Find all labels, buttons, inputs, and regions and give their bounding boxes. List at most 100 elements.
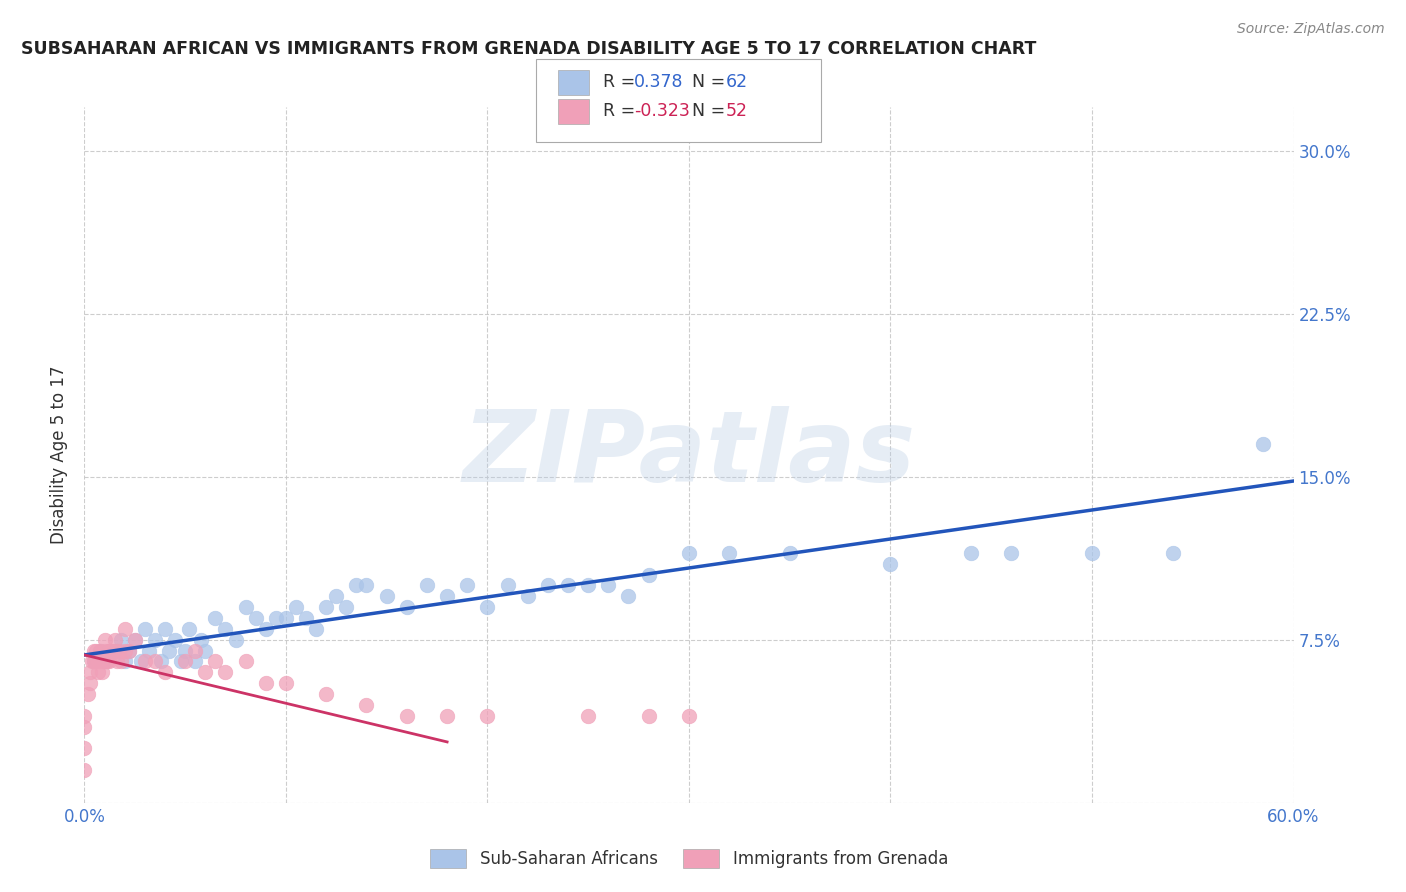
Text: SUBSAHARAN AFRICAN VS IMMIGRANTS FROM GRENADA DISABILITY AGE 5 TO 17 CORRELATION: SUBSAHARAN AFRICAN VS IMMIGRANTS FROM GR… (21, 40, 1036, 58)
Point (395, 708, 418, 723)
Point (637, 567, 659, 582)
Point (477, 708, 499, 723)
Point (456, 578, 478, 592)
Point (254, 676, 277, 690)
Text: 0.378: 0.378 (634, 73, 683, 91)
Text: -0.323: -0.323 (634, 103, 690, 120)
Point (204, 655, 226, 669)
Point (165, 632, 187, 647)
Point (285, 600, 308, 615)
Point (82, 655, 104, 669)
Point (134, 655, 156, 669)
Point (138, 643, 160, 657)
Point (87, 655, 110, 669)
Point (93, 632, 115, 647)
Point (356, 578, 378, 592)
Point (516, 589, 538, 603)
Point (93, 643, 115, 657)
Point (91, 665, 114, 680)
Point (107, 643, 129, 657)
Point (375, 589, 398, 603)
Point (235, 600, 257, 615)
Point (83, 655, 105, 669)
Point (325, 589, 347, 603)
Point (1161, 546, 1184, 560)
Point (356, 698, 378, 712)
Point (194, 665, 217, 680)
Point (96, 655, 118, 669)
Point (598, 578, 620, 592)
Point (87, 665, 110, 680)
Text: 52: 52 (725, 103, 748, 120)
Point (678, 546, 700, 560)
Point (264, 611, 287, 625)
Text: ZIPatlas: ZIPatlas (463, 407, 915, 503)
Point (89, 655, 111, 669)
Text: Source: ZipAtlas.com: Source: ZipAtlas.com (1237, 22, 1385, 37)
Point (79, 665, 101, 680)
Point (104, 643, 127, 657)
Point (114, 655, 136, 669)
Point (184, 643, 207, 657)
Point (436, 589, 458, 603)
Point (73, 708, 96, 723)
Point (97, 643, 120, 657)
Point (395, 600, 418, 615)
Text: N =: N = (692, 103, 731, 120)
Point (86, 643, 108, 657)
Point (537, 578, 560, 592)
Point (153, 665, 176, 680)
Text: R =: R = (603, 73, 641, 91)
Point (124, 632, 146, 647)
Point (157, 643, 180, 657)
Point (1081, 546, 1104, 560)
Point (190, 632, 212, 647)
Point (89, 643, 111, 657)
Point (105, 655, 128, 669)
Point (1000, 546, 1022, 560)
Point (718, 546, 741, 560)
Point (960, 546, 983, 560)
Point (104, 643, 127, 657)
Point (214, 665, 236, 680)
Point (214, 622, 236, 636)
Point (274, 611, 297, 625)
Point (204, 611, 226, 625)
Point (93, 655, 115, 669)
Point (245, 611, 267, 625)
Point (496, 578, 519, 592)
Point (335, 600, 357, 615)
Y-axis label: Disability Age 5 to 17: Disability Age 5 to 17 (51, 366, 69, 544)
Point (295, 611, 318, 625)
Point (477, 600, 499, 615)
Point (315, 600, 337, 615)
Point (416, 578, 439, 592)
Point (79, 676, 101, 690)
Point (617, 589, 640, 603)
Point (174, 655, 197, 669)
Point (557, 578, 579, 592)
Point (149, 655, 172, 669)
Point (93, 655, 115, 669)
Point (254, 622, 277, 636)
Text: N =: N = (692, 73, 731, 91)
Point (779, 546, 801, 560)
Point (73, 741, 96, 756)
Point (114, 643, 136, 657)
Point (436, 708, 458, 723)
Point (118, 643, 141, 657)
Point (225, 632, 247, 647)
Point (97, 655, 120, 669)
Point (73, 763, 96, 777)
Point (184, 655, 207, 669)
Text: 62: 62 (725, 73, 748, 91)
Point (170, 655, 193, 669)
Point (124, 632, 146, 647)
Point (274, 676, 297, 690)
Point (179, 622, 201, 636)
Text: R =: R = (603, 103, 641, 120)
Legend: Sub-Saharan Africans, Immigrants from Grenada: Sub-Saharan Africans, Immigrants from Gr… (423, 842, 955, 874)
Point (576, 578, 599, 592)
Point (77, 687, 100, 701)
Point (346, 578, 368, 592)
